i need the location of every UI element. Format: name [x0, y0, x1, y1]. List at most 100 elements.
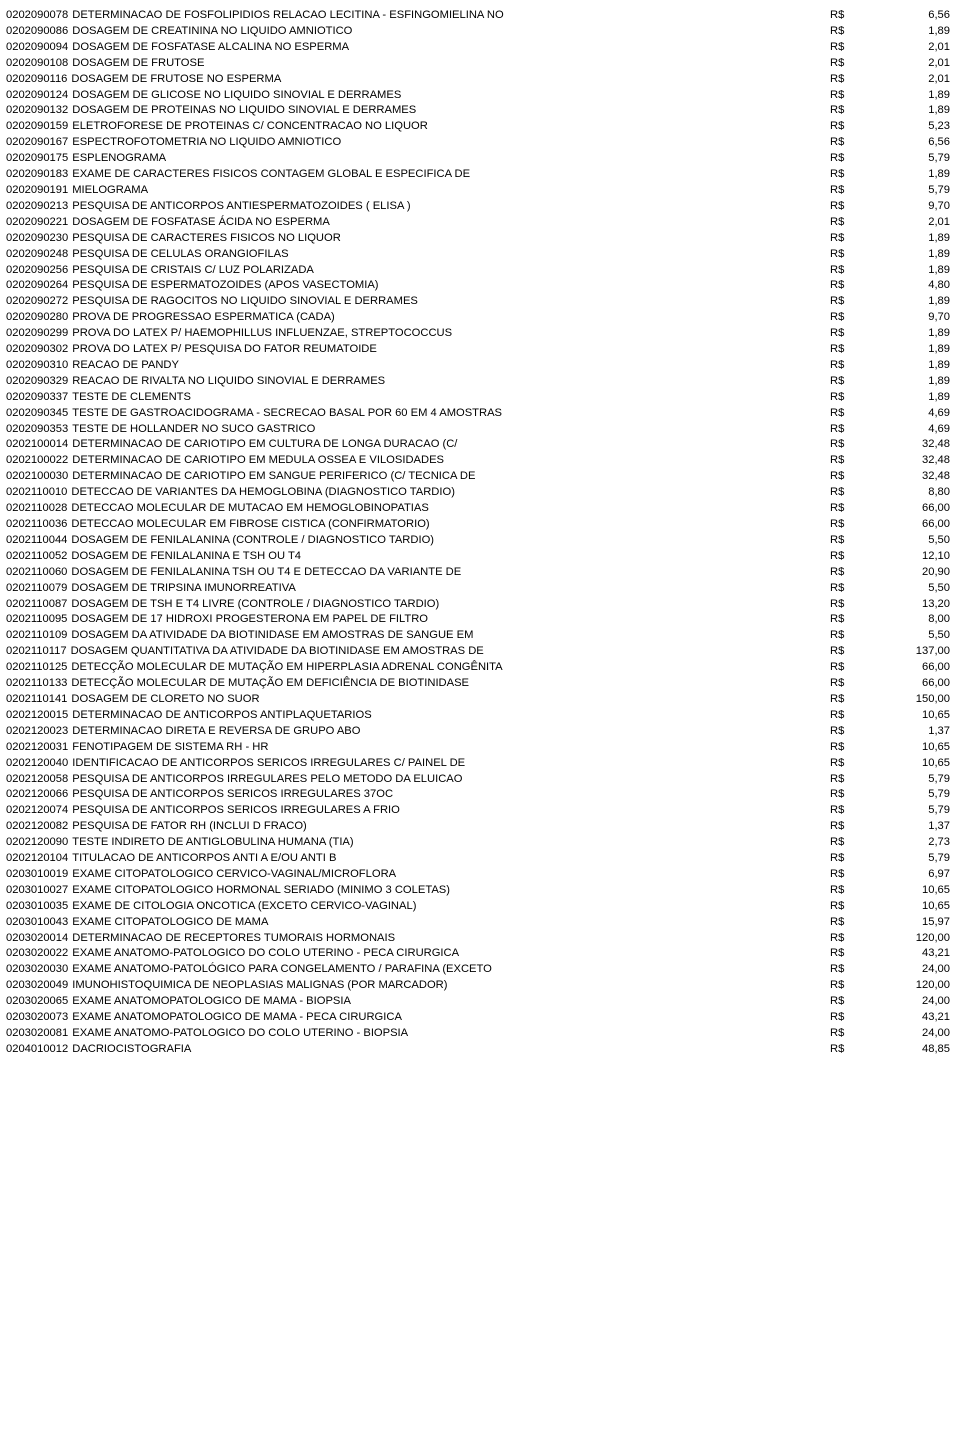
desc-cell: DOSAGEM DE FRUTOSE NO ESPERMA — [71, 72, 830, 88]
desc-cell: DOSAGEM DA ATIVIDADE DA BIOTINIDASE EM A… — [71, 628, 830, 644]
desc-cell: TESTE DE HOLLANDER NO SUCO GASTRICO — [72, 422, 830, 438]
desc-cell: PESQUISA DE ANTICORPOS IRREGULARES PELO … — [72, 772, 830, 788]
currency-cell: R$ — [830, 437, 886, 453]
code-cell: 0203020049 — [6, 978, 72, 994]
currency-cell: R$ — [830, 485, 886, 501]
value-cell: 6,56 — [886, 135, 954, 151]
code-cell: 0202090078 — [6, 8, 72, 24]
table-row: 0202120015DETERMINACAO DE ANTICORPOS ANT… — [6, 708, 954, 724]
code-cell: 0202110109 — [6, 628, 71, 644]
code-cell: 0202090191 — [6, 183, 72, 199]
value-cell: 8,00 — [886, 612, 954, 628]
currency-cell: R$ — [830, 24, 886, 40]
table-row: 0202100022DETERMINACAO DE CARIOTIPO EM M… — [6, 453, 954, 469]
currency-cell: R$ — [830, 453, 886, 469]
currency-cell: R$ — [830, 263, 886, 279]
desc-cell: DETERMINACAO DIRETA E REVERSA DE GRUPO A… — [72, 724, 830, 740]
desc-cell: DOSAGEM DE FOSFATASE ALCALINA NO ESPERMA — [72, 40, 830, 56]
table-row: 0202090329REACAO DE RIVALTA NO LIQUIDO S… — [6, 374, 954, 390]
table-row: 0202110117DOSAGEM QUANTITATIVA DA ATIVID… — [6, 644, 954, 660]
code-cell: 0202090094 — [6, 40, 72, 56]
code-cell: 0202120023 — [6, 724, 72, 740]
table-row: 0202120082PESQUISA DE FATOR RH (INCLUI D… — [6, 819, 954, 835]
value-cell: 1,89 — [886, 390, 954, 406]
code-cell: 0203020065 — [6, 994, 72, 1010]
table-row: 0202090230PESQUISA DE CARACTERES FISICOS… — [6, 231, 954, 247]
value-cell: 8,80 — [886, 485, 954, 501]
code-cell: 0202090329 — [6, 374, 72, 390]
value-cell: 4,80 — [886, 278, 954, 294]
table-row: 0203020065EXAME ANATOMOPATOLOGICO DE MAM… — [6, 994, 954, 1010]
code-cell: 0202090256 — [6, 263, 72, 279]
code-cell: 0202090353 — [6, 422, 72, 438]
table-row: 0202090310REACAO DE PANDYR$1,89 — [6, 358, 954, 374]
code-cell: 0203020073 — [6, 1010, 72, 1026]
currency-cell: R$ — [830, 8, 886, 24]
desc-cell: DOSAGEM DE PROTEINAS NO LIQUIDO SINOVIAL… — [72, 103, 830, 119]
currency-cell: R$ — [830, 946, 886, 962]
desc-cell: TESTE DE GASTROACIDOGRAMA - SECRECAO BAS… — [72, 406, 830, 422]
code-cell: 0202110125 — [6, 660, 71, 676]
currency-cell: R$ — [830, 772, 886, 788]
desc-cell: DOSAGEM DE FENILALANINA (CONTROLE / DIAG… — [71, 533, 830, 549]
code-cell: 0203020022 — [6, 946, 72, 962]
table-row: 0202090167ESPECTROFOTOMETRIA NO LIQUIDO … — [6, 135, 954, 151]
currency-cell: R$ — [830, 119, 886, 135]
desc-cell: PESQUISA DE CRISTAIS C/ LUZ POLARIZADA — [72, 263, 830, 279]
table-row: 0203010027EXAME CITOPATOLOGICO HORMONAL … — [6, 883, 954, 899]
code-cell: 0202090183 — [6, 167, 72, 183]
desc-cell: PROVA DE PROGRESSAO ESPERMATICA (CADA) — [72, 310, 830, 326]
desc-cell: ESPLENOGRAMA — [72, 151, 830, 167]
code-cell: 0202110087 — [6, 597, 71, 613]
value-cell: 24,00 — [886, 962, 954, 978]
currency-cell: R$ — [830, 915, 886, 931]
desc-cell: DETERMINACAO DE RECEPTORES TUMORAIS HORM… — [72, 931, 830, 947]
currency-cell: R$ — [830, 247, 886, 263]
value-cell: 12,10 — [886, 549, 954, 565]
code-cell: 0202120074 — [6, 803, 72, 819]
table-row: 0203010019EXAME CITOPATOLOGICO CERVICO-V… — [6, 867, 954, 883]
currency-cell: R$ — [830, 676, 886, 692]
currency-cell: R$ — [830, 883, 886, 899]
currency-cell: R$ — [830, 40, 886, 56]
desc-cell: DACRIOCISTOGRAFIA — [72, 1042, 830, 1058]
code-cell: 0203020014 — [6, 931, 72, 947]
value-cell: 1,37 — [886, 724, 954, 740]
value-cell: 32,48 — [886, 437, 954, 453]
table-row: 0203020081EXAME ANATOMO-PATOLOGICO DO CO… — [6, 1026, 954, 1042]
code-cell: 0203010043 — [6, 915, 72, 931]
value-cell: 1,89 — [886, 263, 954, 279]
table-row: 0202120090TESTE INDIRETO DE ANTIGLOBULIN… — [6, 835, 954, 851]
table-row: 0202110133DETECÇÃO MOLECULAR DE MUTAÇÃO … — [6, 676, 954, 692]
code-cell: 0202090108 — [6, 56, 72, 72]
desc-cell: MIELOGRAMA — [72, 183, 830, 199]
currency-cell: R$ — [830, 644, 886, 660]
currency-cell: R$ — [830, 501, 886, 517]
value-cell: 5,79 — [886, 787, 954, 803]
desc-cell: IDENTIFICACAO DE ANTICORPOS SERICOS IRRE… — [72, 756, 830, 772]
code-cell: 0203010027 — [6, 883, 72, 899]
table-row: 0202090221DOSAGEM DE FOSFATASE ÁCIDA NO … — [6, 215, 954, 231]
code-cell: 0202110060 — [6, 565, 71, 581]
desc-cell: TESTE INDIRETO DE ANTIGLOBULINA HUMANA (… — [72, 835, 830, 851]
currency-cell: R$ — [830, 724, 886, 740]
value-cell: 5,23 — [886, 119, 954, 135]
currency-cell: R$ — [830, 151, 886, 167]
code-cell: 0202100014 — [6, 437, 72, 453]
table-row: 0202090337TESTE DE CLEMENTSR$1,89 — [6, 390, 954, 406]
currency-cell: R$ — [830, 183, 886, 199]
table-row: 0202110060DOSAGEM DE FENILALANINA TSH OU… — [6, 565, 954, 581]
table-row: 0203020022EXAME ANATOMO-PATOLOGICO DO CO… — [6, 946, 954, 962]
currency-cell: R$ — [830, 469, 886, 485]
currency-cell: R$ — [830, 406, 886, 422]
code-cell: 0202110117 — [6, 644, 71, 660]
code-cell: 0202110052 — [6, 549, 71, 565]
code-cell: 0202090213 — [6, 199, 72, 215]
code-cell: 0202090248 — [6, 247, 72, 263]
table-row: 0202110109DOSAGEM DA ATIVIDADE DA BIOTIN… — [6, 628, 954, 644]
code-cell: 0202110044 — [6, 533, 71, 549]
table-row: 0203020049IMUNOHISTOQUIMICA DE NEOPLASIA… — [6, 978, 954, 994]
table-row: 0202110052DOSAGEM DE FENILALANINA E TSH … — [6, 549, 954, 565]
table-row: 0202100030DETERMINACAO DE CARIOTIPO EM S… — [6, 469, 954, 485]
code-cell: 0202090221 — [6, 215, 72, 231]
